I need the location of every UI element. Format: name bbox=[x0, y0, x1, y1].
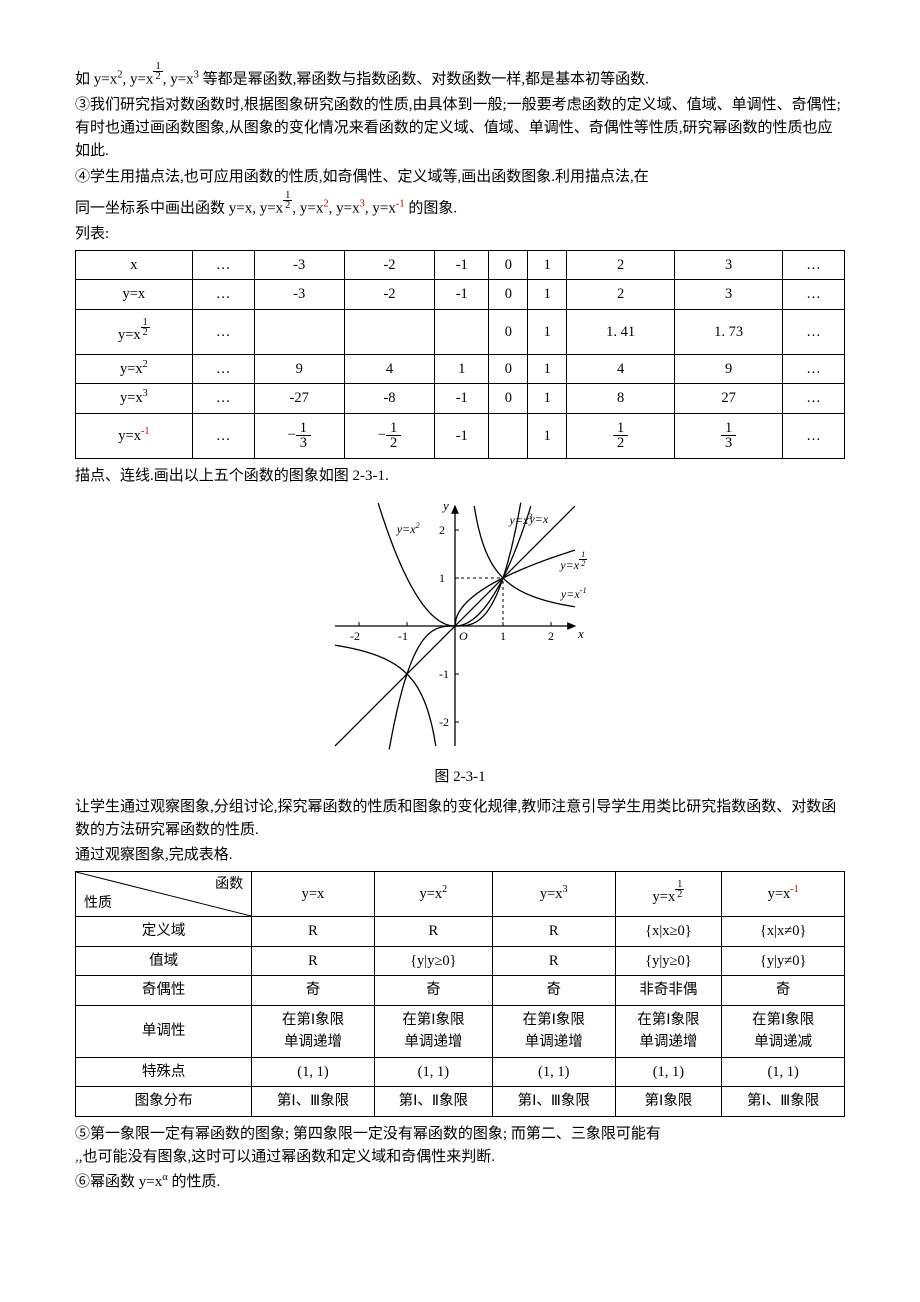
table-row: 图象分布第Ⅰ、Ⅲ象限第Ⅰ、Ⅱ象限第Ⅰ、Ⅲ象限第Ⅰ象限第Ⅰ、Ⅲ象限 bbox=[76, 1087, 845, 1116]
p1b: , y=x bbox=[122, 72, 153, 88]
table-row: 定义域RRR{x|x≥0}{x|x≠0} bbox=[76, 917, 845, 946]
table-row: y=x …-3-2-10123… bbox=[76, 280, 845, 309]
para-2: ③我们研究指对数函数时,根据图象研究函数的性质,由具体到一般;一般要考虑函数的定… bbox=[75, 94, 845, 164]
svg-text:1: 1 bbox=[500, 629, 506, 643]
between-p1: 让学生通过观察图象,分组讨论,探究幂函数的性质和图象的变化规律,教师注意引导学生… bbox=[75, 796, 845, 843]
svg-text:-2: -2 bbox=[350, 629, 360, 643]
t1h0: x bbox=[76, 251, 193, 280]
svg-text:2: 2 bbox=[439, 523, 445, 537]
table-row: y=x-1 … −13 −12 -1 1 12 13 … bbox=[76, 413, 845, 458]
table-row: x … -3 -2 -1 0 1 2 3 … bbox=[76, 251, 845, 280]
chart-svg: xyO-2-112-2-112y=x2y=x3y=xy=x12y=x-1 bbox=[310, 496, 610, 756]
table-row: y=x12 …011. 411. 73… bbox=[76, 309, 845, 354]
para-1: 如 y=x2, y=x12, y=x3 等都是幂函数,幂函数与指数函数、对数函数… bbox=[75, 62, 845, 92]
table-row: y=x2 …9410149… bbox=[76, 354, 845, 383]
svg-text:-2: -2 bbox=[439, 715, 449, 729]
conclusion-2: ⑥幂函数 y=xα 的性质. bbox=[75, 1171, 845, 1194]
svg-text:y: y bbox=[441, 498, 449, 513]
conclusion-1: ⑤第一象限一定有幂函数的图象; 第四象限一定没有幂函数的图象; 而第二、三象限可… bbox=[75, 1123, 845, 1170]
list-label: 列表: bbox=[75, 223, 845, 246]
table-row: y=x3 …-27-8-101827… bbox=[76, 384, 845, 413]
power-function-chart: xyO-2-112-2-112y=x2y=x3y=xy=x12y=x-1 bbox=[75, 496, 845, 764]
properties-table: 函数 性质 y=x y=x2 y=x3 y=x12 y=x-1 定义域RRR{x… bbox=[75, 871, 845, 1116]
p1a: 如 y=x bbox=[75, 72, 117, 88]
para-3: ④学生用描点法,也可应用函数的性质,如奇偶性、定义域等,画出函数图象.利用描点法… bbox=[75, 166, 845, 189]
svg-text:2: 2 bbox=[548, 629, 554, 643]
svg-text:-1: -1 bbox=[439, 667, 449, 681]
diagonal-header: 函数 性质 bbox=[76, 872, 251, 916]
between-p2: 通过观察图象,完成表格. bbox=[75, 844, 845, 867]
svg-text:O: O bbox=[459, 629, 468, 643]
svg-text:y=x: y=x bbox=[528, 512, 548, 526]
p1c: , y=x bbox=[163, 72, 194, 88]
chart-caption: 图 2-3-1 bbox=[75, 766, 845, 789]
table-row: 奇偶性奇奇奇非奇非偶奇 bbox=[76, 976, 845, 1005]
after-t1: 描点、连线.画出以上五个函数的图象如图 2-3-1. bbox=[75, 465, 845, 488]
svg-text:-1: -1 bbox=[398, 629, 408, 643]
para-4: 同一坐标系中画出函数 y=x, y=x12, y=x2, y=x3, y=x-1… bbox=[75, 191, 845, 221]
table-row: 函数 性质 y=x y=x2 y=x3 y=x12 y=x-1 bbox=[76, 872, 845, 917]
svg-text:x: x bbox=[577, 626, 584, 641]
svg-text:1: 1 bbox=[439, 571, 445, 585]
values-table: x … -3 -2 -1 0 1 2 3 … y=x …-3-2-10123… … bbox=[75, 250, 845, 459]
table-row: 特殊点(1, 1)(1, 1)(1, 1)(1, 1)(1, 1) bbox=[76, 1057, 845, 1086]
table-row: 值域R{y|y≥0}R{y|y≥0}{y|y≠0} bbox=[76, 946, 845, 975]
p1d: 等都是幂函数,幂函数与指数函数、对数函数一样,都是基本初等函数. bbox=[199, 72, 649, 88]
table-row: 单调性在第Ⅰ象限单调递增在第Ⅰ象限单调递增在第Ⅰ象限单调递增在第Ⅰ象限单调递增在… bbox=[76, 1005, 845, 1057]
